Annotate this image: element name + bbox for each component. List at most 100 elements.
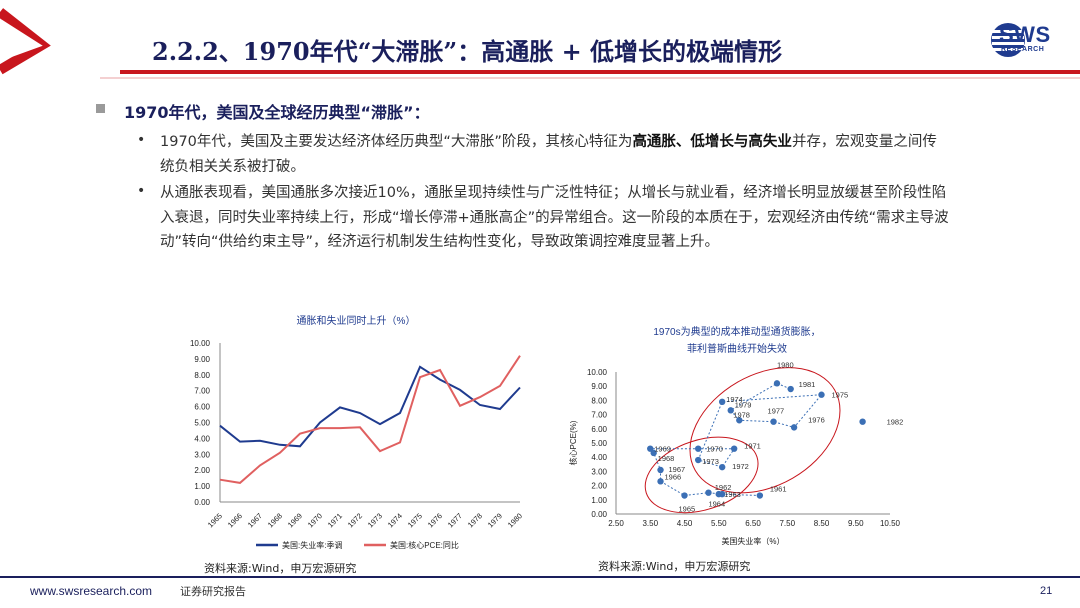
point-label-1964: 1964 — [708, 500, 725, 509]
point-label-1969: 1969 — [654, 445, 671, 454]
scatter-point-1963 — [718, 490, 726, 498]
point-label-1980: 1980 — [777, 360, 794, 369]
y-tick-label: 4.00 — [591, 453, 607, 462]
footer-label: 证券研究报告 — [180, 585, 246, 598]
y-tick-label: 1.00 — [194, 482, 210, 491]
scatter-point-1969 — [647, 445, 654, 452]
x-tick-label: 1969 — [286, 511, 304, 529]
bullet-icon: • — [137, 132, 146, 148]
line-chart: 通胀和失业同时上升（%） 0.00 1.00 2.00 3.00 4.00 5.00 6.0… — [190, 314, 524, 550]
point-label-1970: 1970 — [706, 445, 723, 454]
scatter-point-1975 — [818, 391, 825, 398]
scatter-title-line1: 1970s为典型的成本推动型通货膨胀， — [653, 325, 820, 338]
line-chart-axes — [219, 343, 520, 503]
paragraph-1-text-a: 1970年代，美国及主要发达经济体经历典型“大滞胀”阶段，其核心特征为 — [160, 134, 633, 150]
scatter-point-1961 — [756, 492, 764, 499]
scatter-chart: 1970s为典型的成本推动型通货膨胀， 菲利普斯曲线开始失效 0.00 1.00 2… — [568, 325, 903, 546]
line-chart-title: 通胀和失业同时上升（%） — [297, 314, 416, 327]
scatter-point-1974 — [718, 398, 726, 406]
scatter-point-1964 — [705, 489, 712, 496]
scatter-point-1980 — [773, 380, 781, 387]
scatter-point-1982 — [859, 418, 866, 425]
scatter-point-1972 — [718, 463, 726, 471]
x-tick-label: 9.50 — [848, 519, 864, 528]
point-label-1973: 1973 — [702, 457, 719, 466]
x-tick-label: 1974 — [386, 511, 404, 529]
scatter-annotations — [644, 367, 841, 514]
point-label-1972: 1972 — [732, 462, 749, 471]
x-tick-label: 3.50 — [642, 519, 658, 528]
series-line-1 — [219, 365, 521, 448]
y-tick-label: 0.00 — [591, 510, 607, 519]
scatter-point-1981 — [787, 385, 794, 393]
logo-text: SWS — [999, 22, 1051, 47]
point-label-1981: 1981 — [799, 380, 816, 389]
y-tick-label: 5.00 — [591, 439, 607, 448]
y-tick-label: 3.00 — [591, 467, 607, 476]
scatter-title-line2: 菲利普斯曲线开始失效 — [687, 342, 787, 355]
y-tick-label: 10.00 — [190, 339, 211, 348]
y-tick-label: 6.00 — [591, 425, 607, 434]
point-label-1966: 1966 — [665, 472, 682, 481]
page-number: 21 — [1040, 585, 1053, 597]
scatter-point-1973 — [695, 456, 702, 464]
y-tick-label: 7.00 — [591, 411, 607, 420]
x-axis-title: 美国失业率（%） — [721, 536, 784, 546]
scatter-point-1966 — [657, 478, 664, 485]
x-tick-label: 7.50 — [779, 519, 795, 528]
point-label-1976: 1976 — [808, 415, 825, 424]
x-tick-label: 2.50 — [608, 519, 624, 528]
y-tick-label: 6.00 — [194, 403, 210, 412]
y-tick-label: 7.00 — [194, 387, 210, 396]
x-tick-label: 1968 — [266, 511, 284, 529]
x-tick-label: 1966 — [226, 511, 244, 529]
y-tick-label: 10.00 — [587, 368, 608, 377]
y-tick-label: 3.00 — [194, 450, 210, 459]
x-tick-label: 1965 — [206, 511, 224, 529]
scatter-point-1978 — [736, 417, 743, 424]
y-tick-label: 2.00 — [591, 482, 607, 491]
bullet-icon: • — [137, 183, 146, 199]
x-tick-label: 1972 — [346, 511, 364, 529]
y-tick-label: 9.00 — [194, 355, 210, 364]
scatter-point-1971 — [730, 445, 738, 452]
y-tick-label: 9.00 — [591, 382, 607, 391]
point-label-1974: 1974 — [726, 395, 743, 404]
x-tick-label: 4.50 — [677, 519, 693, 528]
paragraph-1-bold: 高通胀、低增长与高失业 — [632, 134, 792, 150]
y-tick-label: 8.00 — [591, 396, 607, 405]
scatter-point-1965 — [681, 492, 688, 499]
point-label-1979: 1979 — [735, 400, 752, 409]
point-label-1975: 1975 — [832, 391, 849, 400]
x-tick-label: 1978 — [466, 511, 484, 529]
x-tick-label: 10.50 — [880, 519, 901, 528]
scatter-axes: 0.00 1.00 2.00 3.00 4.00 5.00 6.00 7.00 8.00 9.00… — [568, 368, 901, 546]
footer-url-link[interactable]: www.swsresearch.com — [30, 584, 153, 598]
x-tick-label: 1973 — [366, 511, 384, 529]
x-tick-label: 1971 — [326, 511, 344, 529]
line-chart-legend: 美国:失业率:季调 美国:核心PCE:同比 — [256, 540, 459, 550]
y-tick-label: 4.00 — [194, 434, 210, 443]
section-heading: 1970年代，美国及全球经历典型“滞胀”： — [124, 103, 430, 122]
y-tick-label: 0.00 — [194, 498, 210, 507]
y-tick-label: 8.00 — [194, 371, 210, 380]
point-label-1967: 1967 — [669, 465, 686, 474]
scatter-point-1976 — [790, 424, 798, 431]
point-label-1978: 1978 — [733, 410, 750, 419]
section-bullet-icon — [96, 104, 105, 113]
paragraph-1: 1970年代，美国及主要发达经济体经历典型“大滞胀”阶段，其核心特征为高通胀、低… — [160, 130, 950, 179]
line-chart-series — [219, 355, 521, 484]
y-tick-label: 2.00 — [194, 466, 210, 475]
y-tick-label: 5.00 — [194, 419, 210, 428]
scatter-chart-source: 资料来源:Wind，申万宏源研究 — [598, 560, 751, 573]
x-tick-label: 1970 — [306, 511, 324, 529]
x-tick-label: 1980 — [506, 511, 524, 529]
x-tick-label: 1967 — [246, 511, 264, 529]
x-tick-label: 5.50 — [711, 519, 727, 528]
point-label-1963: 1963 — [724, 490, 741, 499]
x-tick-label: 1975 — [406, 511, 424, 529]
legend-label: 美国:核心PCE:同比 — [390, 540, 459, 550]
scatter-point-1979 — [727, 407, 734, 414]
series-line-2 — [219, 355, 521, 484]
